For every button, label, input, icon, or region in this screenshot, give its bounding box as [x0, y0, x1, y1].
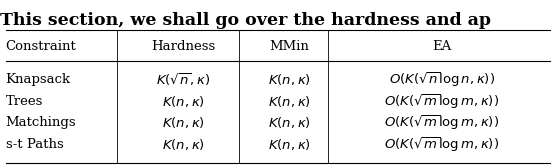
Text: $O(K(\sqrt{m}\log m,\kappa))$: $O(K(\sqrt{m}\log m,\kappa))$	[384, 113, 500, 132]
Text: Constraint: Constraint	[6, 40, 76, 53]
Text: s-t Paths: s-t Paths	[6, 138, 63, 151]
Text: $K(n,\kappa)$: $K(n,\kappa)$	[162, 94, 205, 109]
Text: Trees: Trees	[6, 95, 43, 108]
Text: $O(K(\sqrt{n}\log n,\kappa))$: $O(K(\sqrt{n}\log n,\kappa))$	[389, 70, 495, 89]
Text: $K(n,\kappa)$: $K(n,\kappa)$	[162, 137, 205, 152]
Text: $O(K(\sqrt{m}\log m,\kappa))$: $O(K(\sqrt{m}\log m,\kappa))$	[384, 92, 500, 111]
Text: Hardness: Hardness	[151, 40, 216, 53]
Text: MMin: MMin	[269, 40, 309, 53]
Text: $O(K(\sqrt{m}\log m,\kappa))$: $O(K(\sqrt{m}\log m,\kappa))$	[384, 135, 500, 154]
Text: $K(n,\kappa)$: $K(n,\kappa)$	[267, 94, 311, 109]
Text: EA: EA	[433, 40, 451, 53]
Text: $K(n,\kappa)$: $K(n,\kappa)$	[267, 137, 311, 152]
Text: $K(\sqrt{n},\kappa)$: $K(\sqrt{n},\kappa)$	[156, 71, 211, 88]
Text: $K(n,\kappa)$: $K(n,\kappa)$	[267, 72, 311, 87]
Text: $K(n,\kappa)$: $K(n,\kappa)$	[267, 115, 311, 130]
Text: Knapsack: Knapsack	[6, 73, 71, 86]
Text: $K(n,\kappa)$: $K(n,\kappa)$	[162, 115, 205, 130]
Text: This section, we shall go over the hardness and ap: This section, we shall go over the hardn…	[0, 12, 491, 29]
Text: Matchings: Matchings	[6, 116, 76, 129]
